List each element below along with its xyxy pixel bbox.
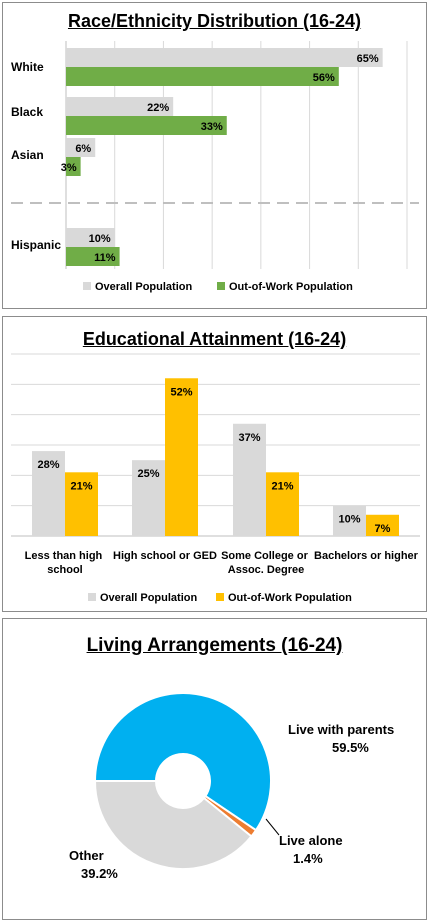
- race-data-label: 3%: [61, 162, 77, 174]
- race-chart-panel: Race/Ethnicity Distribution (16-24) Whit…: [2, 2, 427, 309]
- race-bar-overall: [66, 228, 115, 247]
- race-legend-overall: Overall Population: [95, 281, 192, 293]
- edu-legend-swatch-out-of-work: [216, 593, 224, 601]
- edu-category-label: Bachelors or higher: [314, 550, 419, 562]
- race-data-label: 22%: [147, 102, 169, 114]
- edu-data-label: 10%: [338, 514, 360, 526]
- race-bar-out-of-work: [66, 157, 81, 176]
- education-chart: 28% 21% Less than high school 25% 52% High sc…: [11, 353, 420, 604]
- race-data-label: 6%: [75, 143, 91, 155]
- race-data-label: 11%: [94, 252, 116, 264]
- race-bar-out-of-work: [66, 116, 227, 135]
- edu-bar-overall: [132, 460, 165, 536]
- race-chart-title: Race/Ethnicity Distribution (16-24): [67, 11, 362, 31]
- living-slice-label: Live with parents: [288, 722, 394, 737]
- living-slice-parents: [93, 692, 272, 832]
- race-bar-overall: [66, 48, 383, 67]
- race-data-label: 56%: [313, 72, 335, 84]
- edu-bar-overall: [333, 505, 366, 536]
- edu-data-label: 37%: [238, 432, 260, 444]
- education-chart-panel: Educational Attainment (16-24) 28% 21% Les…: [2, 316, 427, 612]
- living-leader-line: [265, 818, 280, 836]
- race-legend-swatch-out-of-work: [217, 282, 225, 290]
- race-data-label: 65%: [357, 53, 379, 65]
- living-slice-value: 39.2%: [81, 866, 118, 881]
- race-data-label: 33%: [201, 121, 223, 133]
- edu-data-label: 7%: [375, 523, 391, 535]
- race-data-label: 10%: [89, 233, 111, 245]
- edu-bar-out-of-work: [366, 514, 399, 536]
- race-category-label: Asian: [11, 148, 44, 162]
- edu-bar-out-of-work: [65, 472, 98, 536]
- living-slice-value: 59.5%: [332, 740, 369, 755]
- race-legend-swatch-overall: [83, 282, 91, 290]
- living-chart: Live with parents 59.5% Live alone 1.4% Othe…: [69, 692, 394, 881]
- living-chart-panel: Living Arrangements (16-24) Live with pa…: [2, 618, 427, 920]
- edu-legend-out-of-work: Out-of-Work Population: [228, 592, 352, 604]
- living-chart-title: Living Arrangements (16-24): [86, 635, 343, 656]
- edu-legend-swatch-overall: [88, 593, 96, 601]
- education-chart-title: Educational Attainment (16-24): [82, 329, 347, 349]
- edu-data-label: 25%: [137, 468, 159, 480]
- edu-category-label: High school or GED: [113, 550, 217, 562]
- edu-legend-overall: Overall Population: [100, 592, 197, 604]
- edu-bar-out-of-work: [266, 472, 299, 536]
- race-bar-overall: [66, 97, 174, 116]
- race-chart: White 65% 56% Black 22% 33% Asian 6% 3% Hispanic 1…: [11, 41, 419, 293]
- edu-category-label: Less than high school: [25, 550, 106, 576]
- race-bar-out-of-work: [66, 247, 120, 266]
- race-category-label: White: [11, 60, 44, 74]
- edu-data-label: 21%: [271, 480, 293, 492]
- race-category-label: Hispanic: [11, 238, 61, 252]
- living-slice-label: Live alone: [279, 833, 343, 848]
- race-legend-out-of-work: Out-of-Work Population: [229, 281, 353, 293]
- edu-data-label: 28%: [37, 459, 59, 471]
- race-bar-out-of-work: [66, 67, 339, 86]
- race-bar-overall: [66, 138, 96, 157]
- edu-category-label: Some College or Assoc. Degree: [221, 550, 311, 576]
- living-slice-label: Other: [69, 848, 104, 863]
- living-slice-other: [93, 780, 253, 870]
- edu-data-label: 21%: [70, 480, 92, 492]
- edu-bar-overall: [233, 423, 266, 536]
- edu-bar-overall: [32, 451, 65, 536]
- edu-data-label: 52%: [170, 386, 192, 398]
- living-slice-value: 1.4%: [293, 851, 323, 866]
- edu-bar-out-of-work: [165, 378, 198, 536]
- race-category-label: Black: [11, 105, 43, 119]
